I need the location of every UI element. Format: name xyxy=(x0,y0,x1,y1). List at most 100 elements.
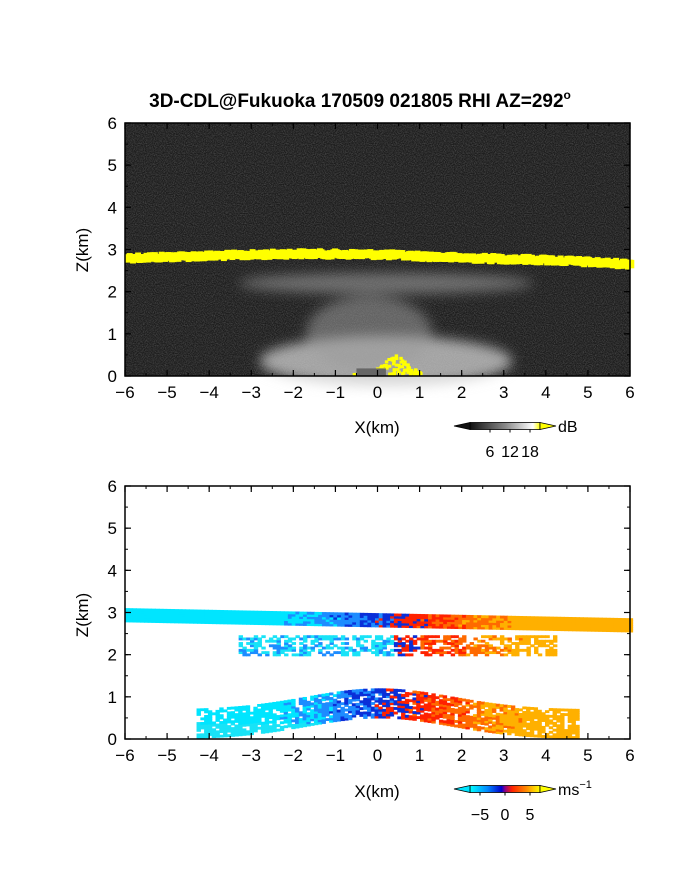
velocity-cell xyxy=(366,709,372,712)
velocity-cell xyxy=(279,714,285,718)
velocity-cell xyxy=(423,705,429,709)
velocity-cell xyxy=(196,616,202,620)
velocity-cell xyxy=(159,608,164,612)
velocity-cell xyxy=(510,705,516,709)
velocity-cell xyxy=(469,619,475,623)
velocity-cell xyxy=(424,646,429,650)
velocity-cell xyxy=(393,620,399,624)
velocity-cell xyxy=(526,646,531,650)
velocity-cell xyxy=(476,726,482,729)
velocity-cell xyxy=(564,621,569,625)
velocity-cell xyxy=(458,621,463,625)
velocity-cell xyxy=(450,701,455,705)
velocity-cell xyxy=(204,714,209,718)
velocity-cell xyxy=(223,732,228,736)
velocity-cell xyxy=(325,646,331,650)
velocity-cell xyxy=(352,651,357,655)
velocity-cell xyxy=(602,624,607,628)
velocity-cell xyxy=(344,692,349,696)
velocity-cell xyxy=(132,608,137,612)
velocity-cell xyxy=(174,620,179,624)
velocity-cell xyxy=(438,710,444,714)
velocity-cell xyxy=(507,711,512,715)
velocity-cell xyxy=(303,616,308,620)
velocity-cell xyxy=(507,714,512,718)
velocity-cell xyxy=(465,703,470,707)
velocity-cell xyxy=(409,613,414,617)
velocity-cell xyxy=(219,614,225,618)
velocity-cell xyxy=(499,729,504,733)
velocity-cell xyxy=(356,637,361,641)
velocity-cell xyxy=(389,706,395,710)
velocity-cell xyxy=(253,711,258,715)
velocity-cell xyxy=(284,639,289,643)
velocity-cell xyxy=(526,620,531,624)
velocity-cell xyxy=(537,732,542,736)
velocity-cell xyxy=(136,610,141,614)
velocity-cell xyxy=(439,646,444,650)
velocity-cell xyxy=(356,612,361,616)
velocity-cell xyxy=(336,718,342,722)
velocity-cell xyxy=(336,714,342,718)
x-tick-label: 2 xyxy=(457,383,466,402)
velocity-cell xyxy=(272,715,277,719)
velocity-cell xyxy=(416,613,422,617)
velocity-cell xyxy=(541,616,547,620)
velocity-cell xyxy=(166,613,172,617)
velocity-cell xyxy=(397,705,402,708)
velocity-cell xyxy=(477,644,482,648)
velocity-cell xyxy=(310,616,315,620)
velocity-cell xyxy=(246,621,251,625)
surface-echo-cell xyxy=(400,359,405,363)
velocity-cell xyxy=(302,710,307,714)
velocity-cell xyxy=(515,646,520,650)
velocity-cell xyxy=(491,705,497,709)
velocity-cell xyxy=(336,702,342,706)
velocity-cell xyxy=(518,639,524,643)
velocity-cell xyxy=(613,620,618,624)
velocity-cell xyxy=(226,718,232,722)
velocity-cell xyxy=(314,644,319,648)
velocity-cell xyxy=(571,628,577,632)
velocity-cell xyxy=(431,693,436,697)
velocity-cell xyxy=(416,697,421,701)
velocity-cell xyxy=(389,697,395,701)
velocity-cell xyxy=(359,644,365,648)
velocity-cell xyxy=(352,648,357,652)
velocity-cell xyxy=(352,624,357,627)
velocity-cell xyxy=(298,724,304,728)
velocity-cell xyxy=(385,711,391,715)
velocity-cell xyxy=(242,621,247,625)
velocity-cell xyxy=(352,653,357,657)
velocity-cell xyxy=(515,648,520,652)
velocity-cell xyxy=(484,617,490,621)
velocity-cell xyxy=(325,635,331,639)
velocity-cell xyxy=(465,617,471,621)
velocity-cell xyxy=(257,708,262,712)
velocity-cell xyxy=(295,723,300,727)
velocity-cell xyxy=(215,714,220,718)
velocity-cell xyxy=(321,646,327,650)
velocity-cell xyxy=(624,622,630,626)
velocity-cell xyxy=(272,724,277,728)
velocity-cell xyxy=(571,711,576,714)
velocity-cell xyxy=(321,705,326,708)
velocity-cell xyxy=(386,653,391,657)
velocity-cell xyxy=(234,724,239,728)
velocity-cell xyxy=(409,648,414,652)
velocity-cell xyxy=(499,624,505,628)
velocity-cell xyxy=(515,635,520,639)
velocity-cell xyxy=(461,709,467,713)
velocity-cell xyxy=(253,622,259,625)
velocity-cell xyxy=(480,726,485,730)
velocity-cell xyxy=(200,616,206,620)
velocity-cell xyxy=(329,708,334,712)
velocity-cell xyxy=(393,700,398,704)
velocity-cell xyxy=(279,721,285,725)
velocity-cell xyxy=(272,701,277,705)
velocity-cell xyxy=(367,612,372,616)
velocity-cell xyxy=(503,627,509,630)
velocity-cell xyxy=(590,622,596,625)
velocity-cell xyxy=(617,624,622,628)
velocity-cell xyxy=(200,721,205,725)
